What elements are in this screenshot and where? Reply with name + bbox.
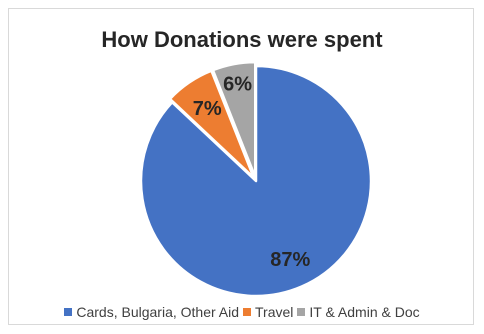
- pie-slice: [211, 60, 257, 179]
- pie-slice: [139, 64, 373, 298]
- legend-swatch: [297, 308, 306, 316]
- legend-label: Travel: [255, 304, 294, 320]
- slice-data-label: 7%: [193, 98, 222, 120]
- pie-slice: [168, 69, 256, 179]
- slice-data-label: 87%: [270, 249, 310, 271]
- legend-swatch: [243, 308, 251, 316]
- chart-legend: Cards, Bulgaria, Other Aid Travel IT & Adm…: [0, 304, 484, 320]
- legend-item: IT & Admin & Doc: [297, 304, 420, 320]
- legend-label: Cards, Bulgaria, Other Aid: [76, 304, 239, 320]
- legend-item: Travel: [243, 304, 293, 320]
- slice-data-label: 6%: [223, 73, 252, 95]
- chart-title: How Donations were spent: [101, 27, 383, 52]
- legend-label: IT & Admin & Doc: [309, 304, 420, 320]
- legend-swatch: [64, 308, 73, 316]
- legend-item: Cards, Bulgaria, Other Aid: [64, 304, 239, 320]
